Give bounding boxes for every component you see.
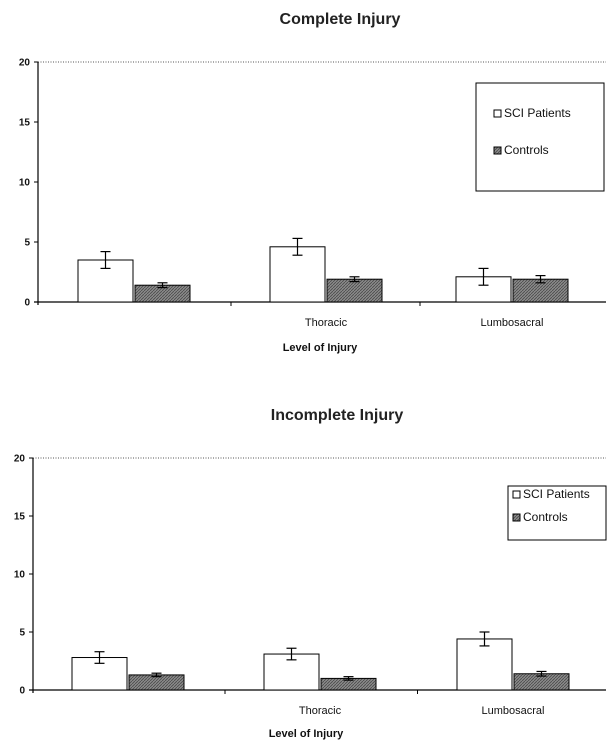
x-axis-label: Level of Injury — [283, 342, 358, 354]
y-tick-label: 10 — [19, 178, 31, 189]
x-category-label: Thoracic — [299, 705, 342, 717]
chart-panel-2: Incomplete Injury 0 5 10 15 20 Thoracic Lumbosa… — [14, 407, 607, 740]
legend-box — [475, 82, 605, 192]
bar-sci-patients — [269, 246, 326, 303]
legend-label: Controls — [523, 510, 568, 524]
x-axis-label: Level of Injury — [269, 728, 344, 740]
bar-sci-patients — [77, 259, 134, 303]
y-tick-label: 10 — [14, 570, 26, 581]
legend: SCI Patients Controls — [507, 485, 607, 541]
legend: SCI Patients Controls — [475, 82, 605, 192]
legend-swatch-sci-patients — [493, 109, 502, 118]
y-tick-label: 20 — [19, 58, 31, 69]
y-tick-label: 0 — [19, 686, 25, 697]
bar-sci-patients — [455, 276, 512, 303]
x-category-label: Lumbosacral — [482, 705, 545, 717]
y-tick-label: 15 — [14, 512, 26, 523]
bar-controls — [326, 278, 383, 303]
legend-label: SCI Patients — [504, 106, 571, 120]
chart-panel-1: Complete Injury 0 5 10 15 20 Thoracic Lumbosacr… — [19, 11, 606, 354]
y-tick-label: 5 — [24, 238, 30, 249]
legend-swatch-controls — [493, 146, 502, 155]
legend-box — [507, 485, 607, 541]
chart-title: Complete Injury — [280, 11, 401, 28]
x-category-label: Thoracic — [305, 317, 348, 329]
bar-sci-patients — [263, 653, 320, 691]
x-category-label: Lumbosacral — [481, 317, 544, 329]
y-tick-label: 0 — [24, 298, 30, 309]
y-tick-label: 15 — [19, 118, 31, 129]
legend-label: Controls — [504, 143, 549, 157]
legend-swatch-sci-patients — [512, 490, 521, 499]
legend-swatch-controls — [512, 513, 521, 522]
bar-sci-patients — [456, 638, 513, 691]
y-tick-label: 5 — [19, 628, 25, 639]
legend-label: SCI Patients — [523, 487, 590, 501]
chart-title: Incomplete Injury — [271, 407, 404, 424]
y-tick-label: 20 — [14, 454, 26, 465]
